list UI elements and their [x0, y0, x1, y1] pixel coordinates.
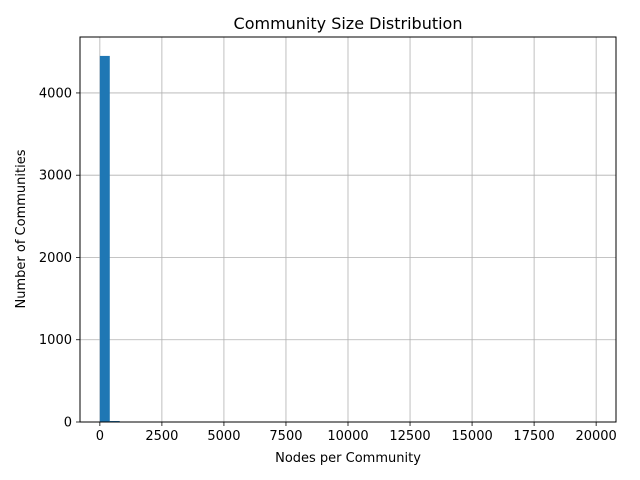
y-axis-ticks: 0 1000 2000 3000 4000 [39, 86, 80, 431]
y-tick-label: 0 [64, 416, 72, 431]
x-tick-label: 17500 [513, 429, 554, 444]
x-tick-label: 0 [96, 429, 104, 444]
x-tick-label: 7500 [269, 429, 302, 444]
x-tick-label: 12500 [389, 429, 430, 444]
x-axis-ticks: 0 2500 5000 7500 10000 12500 15000 17500 20000 [96, 422, 617, 444]
gridlines [80, 37, 616, 423]
x-axis-label: Nodes per Community [275, 451, 421, 466]
x-tick-label: 5000 [207, 429, 240, 444]
x-tick-label: 20000 [575, 429, 616, 444]
y-axis-label: Number of Communities [14, 149, 29, 308]
chart-title: Community Size Distribution [234, 14, 463, 33]
y-tick-label: 1000 [39, 333, 72, 348]
y-tick-label: 4000 [39, 86, 72, 101]
y-tick-label: 3000 [39, 169, 72, 184]
histogram-bar [99, 55, 110, 423]
y-tick-label: 2000 [39, 251, 72, 266]
x-tick-label: 15000 [451, 429, 492, 444]
x-tick-label: 10000 [327, 429, 368, 444]
x-tick-label: 2500 [145, 429, 178, 444]
